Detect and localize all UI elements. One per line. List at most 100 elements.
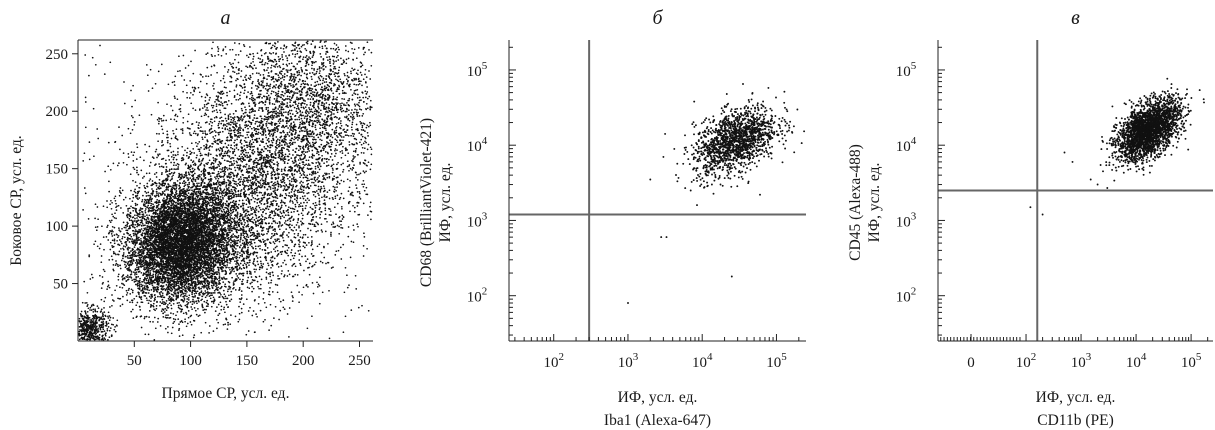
- data-point: [236, 244, 238, 247]
- data-point: [143, 317, 146, 320]
- data-point: [176, 302, 179, 304]
- data-point: [147, 273, 150, 275]
- data-point: [106, 206, 109, 209]
- data-point: [182, 300, 185, 303]
- data-point: [128, 237, 131, 240]
- data-point: [225, 300, 227, 303]
- data-point: [128, 219, 131, 222]
- data-point: [131, 240, 133, 243]
- data-point: [132, 232, 135, 235]
- data-point: [190, 276, 193, 279]
- data-point: [175, 278, 178, 280]
- data-point: [136, 197, 138, 199]
- data-point: [145, 266, 147, 269]
- data-point: [157, 295, 159, 298]
- data-point: [148, 283, 151, 286]
- data-point: [215, 244, 218, 247]
- data-point: [117, 234, 120, 237]
- data-point: [202, 261, 204, 263]
- data-point: [126, 216, 129, 219]
- data-point: [173, 182, 175, 184]
- data-point: [112, 252, 115, 255]
- data-point: [143, 175, 145, 178]
- data-point: [228, 300, 231, 302]
- data-point: [144, 263, 147, 266]
- data-point: [192, 251, 194, 254]
- data-point: [154, 259, 156, 261]
- data-point: [148, 220, 150, 223]
- data-point: [116, 263, 119, 266]
- data-point: [169, 255, 172, 258]
- data-point: [144, 285, 146, 287]
- data-point: [174, 318, 177, 321]
- data-point: [172, 312, 175, 315]
- data-point: [141, 255, 144, 257]
- data-point: [148, 281, 151, 284]
- data-point: [124, 263, 126, 266]
- data-point: [140, 256, 143, 259]
- data-point: [143, 268, 145, 270]
- data-point: [160, 281, 162, 283]
- data-point: [155, 305, 158, 307]
- data-point: [258, 287, 260, 290]
- data-point: [168, 299, 171, 302]
- data-point: [140, 283, 142, 286]
- data-point: [144, 295, 147, 297]
- data-point: [246, 281, 249, 284]
- data-point: [139, 207, 142, 209]
- data-point: [140, 219, 142, 222]
- data-point: [122, 247, 124, 250]
- data-point: [164, 271, 167, 274]
- data-point: [129, 301, 131, 304]
- data-point: [138, 285, 141, 288]
- data-point: [108, 259, 111, 261]
- data-point: [163, 301, 166, 304]
- data-point: [116, 239, 118, 242]
- data-point: [117, 273, 120, 276]
- data-point: [113, 239, 116, 242]
- data-point: [125, 289, 128, 292]
- data-point: [209, 294, 212, 297]
- data-point: [145, 279, 148, 282]
- data-point: [215, 255, 218, 258]
- data-point: [145, 297, 148, 300]
- data-point: [210, 272, 212, 275]
- data-point: [173, 281, 176, 284]
- data-point: [113, 234, 116, 236]
- data-point: [131, 238, 134, 240]
- data-point: [143, 243, 146, 246]
- data-point: [144, 287, 146, 290]
- data-point: [224, 295, 227, 298]
- data-point: [162, 312, 165, 315]
- data-point: [210, 284, 213, 287]
- data-point: [215, 288, 217, 291]
- data-point: [153, 268, 155, 271]
- data-point: [138, 288, 141, 291]
- data-point: [139, 250, 142, 252]
- data-point: [191, 290, 194, 293]
- data-point: [137, 287, 139, 290]
- data-point: [177, 287, 180, 290]
- data-point: [223, 285, 226, 288]
- data-point: [126, 223, 129, 226]
- data-point: [217, 303, 220, 306]
- data-point: [160, 302, 163, 305]
- data-point: [160, 295, 162, 297]
- data-point: [156, 321, 159, 323]
- data-point: [173, 255, 175, 258]
- data-point: [138, 295, 141, 298]
- data-point: [131, 222, 134, 224]
- data-point: [94, 217, 96, 220]
- data-point: [125, 229, 128, 232]
- data-point: [191, 271, 194, 274]
- data-point: [169, 281, 172, 284]
- data-point: [194, 278, 197, 280]
- data-point: [160, 279, 163, 282]
- data-point: [195, 292, 198, 295]
- data-point: [135, 255, 138, 257]
- data-point: [159, 325, 162, 327]
- data-point: [141, 289, 144, 291]
- data-point: [193, 184, 196, 187]
- data-point: [125, 276, 128, 278]
